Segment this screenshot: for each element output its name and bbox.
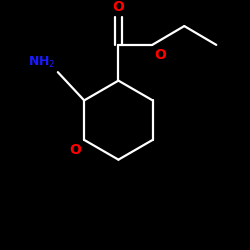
Text: O: O xyxy=(112,0,124,14)
Text: O: O xyxy=(70,143,81,157)
Text: O: O xyxy=(154,48,166,62)
Text: NH$_2$: NH$_2$ xyxy=(28,55,55,70)
